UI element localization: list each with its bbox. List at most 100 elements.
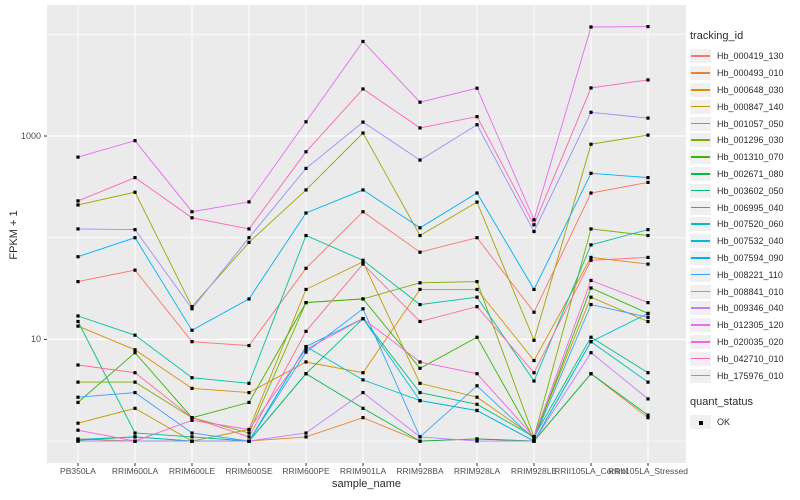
data-point — [418, 100, 422, 104]
x-tick-label-RRIM600LA: RRIM600LA — [111, 466, 159, 476]
legend-key-line — [691, 307, 710, 309]
legend-key-line — [691, 374, 710, 377]
legend-key-swatch — [690, 66, 711, 81]
data-point — [589, 258, 593, 262]
data-point — [589, 171, 593, 175]
data-point — [646, 133, 650, 137]
legend-key-swatch — [690, 234, 711, 249]
x-tick-label-RRIM928BA: RRIM928BA — [396, 466, 444, 476]
legend-key-swatch — [690, 250, 711, 265]
data-point — [646, 25, 650, 29]
legend-key-line — [691, 105, 710, 108]
legend-key-line — [691, 172, 710, 175]
data-point — [475, 372, 479, 376]
legend-key-swatch — [690, 301, 711, 316]
data-point — [76, 421, 80, 425]
data-point — [418, 158, 422, 162]
legend-key-point — [699, 420, 703, 425]
data-point — [361, 210, 365, 214]
legend-color-entries: Hb_000419_130 Hb_000493_010 Hb_000648_030 H… — [690, 48, 798, 384]
data-point — [532, 310, 536, 314]
data-point — [76, 155, 80, 159]
data-point — [361, 120, 365, 124]
data-point — [133, 228, 137, 232]
legend-key-swatch — [690, 368, 711, 383]
legend-label: Hb_012305_120 — [717, 320, 784, 331]
legend-key-line — [691, 273, 710, 276]
legend-entry-Hb_001296_030: Hb_001296_030 — [690, 132, 798, 149]
data-point — [133, 431, 137, 435]
data-point — [361, 317, 365, 321]
legend-key-swatch — [690, 99, 711, 114]
legend-key-line — [691, 357, 710, 360]
x-tick-label-RRIM928LE: RRIM928LE — [510, 466, 558, 476]
data-point — [304, 329, 308, 333]
data-point — [133, 380, 137, 384]
data-point — [475, 395, 479, 399]
data-point — [475, 86, 479, 90]
legend-label: Hb_001310_070 — [717, 152, 784, 163]
legend-key-swatch — [690, 351, 711, 366]
data-point — [589, 86, 593, 90]
data-point — [475, 384, 479, 388]
data-point — [589, 255, 593, 260]
x-axis-title: sample_name — [331, 478, 402, 490]
data-point — [646, 78, 650, 82]
data-point — [304, 211, 308, 215]
legend-key-line — [691, 206, 710, 209]
data-point — [76, 319, 80, 324]
data-point — [361, 378, 365, 382]
data-point — [133, 175, 137, 180]
legend-shape-entries: OK — [690, 414, 798, 431]
data-point — [76, 203, 80, 207]
legend-key-line — [691, 240, 710, 242]
legend-entry-Hb_006995_040: Hb_006995_040 — [690, 199, 798, 216]
data-point — [532, 223, 536, 227]
legend-key-line — [691, 290, 710, 293]
x-tick-label-RRIM600LE: RRIM600LE — [168, 466, 216, 476]
data-point — [133, 333, 137, 337]
data-point — [76, 280, 80, 284]
data-point — [418, 390, 422, 395]
legend-key-line — [691, 256, 710, 259]
legend-entry-Hb_001057_050: Hb_001057_050 — [690, 115, 798, 132]
legend-entry-Hb_002671_080: Hb_002671_080 — [690, 166, 798, 183]
data-point — [475, 115, 479, 119]
data-point — [475, 295, 479, 299]
legend-entry-Hb_000648_030: Hb_000648_030 — [690, 82, 798, 99]
data-point — [418, 360, 422, 364]
data-point — [304, 266, 308, 270]
data-point — [646, 380, 650, 384]
data-point — [190, 307, 194, 311]
legend-key-line — [691, 139, 710, 141]
data-point — [133, 268, 137, 272]
data-point — [418, 439, 422, 443]
legend-label: Hb_001296_030 — [717, 135, 784, 146]
data-point — [646, 397, 650, 401]
legend-key-swatch — [690, 217, 711, 232]
data-point — [646, 413, 650, 417]
data-point — [475, 439, 479, 443]
data-point — [190, 431, 194, 435]
data-point — [361, 39, 365, 44]
data-point — [247, 297, 251, 301]
data-point — [133, 351, 137, 355]
data-point — [418, 399, 422, 403]
data-point — [475, 402, 479, 406]
data-point — [247, 400, 251, 405]
data-point — [304, 166, 308, 171]
data-point — [418, 287, 422, 292]
legend-label: OK — [717, 417, 731, 428]
data-point — [475, 408, 479, 413]
legend-key-swatch — [690, 133, 711, 148]
data-point — [76, 395, 80, 399]
legend-label: Hb_000493_010 — [717, 68, 784, 79]
legend-entry-Hb_007532_040: Hb_007532_040 — [690, 233, 798, 250]
data-point — [304, 150, 308, 154]
legend-label: Hb_007532_040 — [717, 236, 784, 247]
legend-key-line — [691, 72, 710, 74]
data-point — [361, 307, 365, 311]
legend-entry-Hb_001310_070: Hb_001310_070 — [690, 149, 798, 166]
data-point — [304, 347, 308, 351]
legend-entry-Hb_008841_010: Hb_008841_010 — [690, 283, 798, 300]
